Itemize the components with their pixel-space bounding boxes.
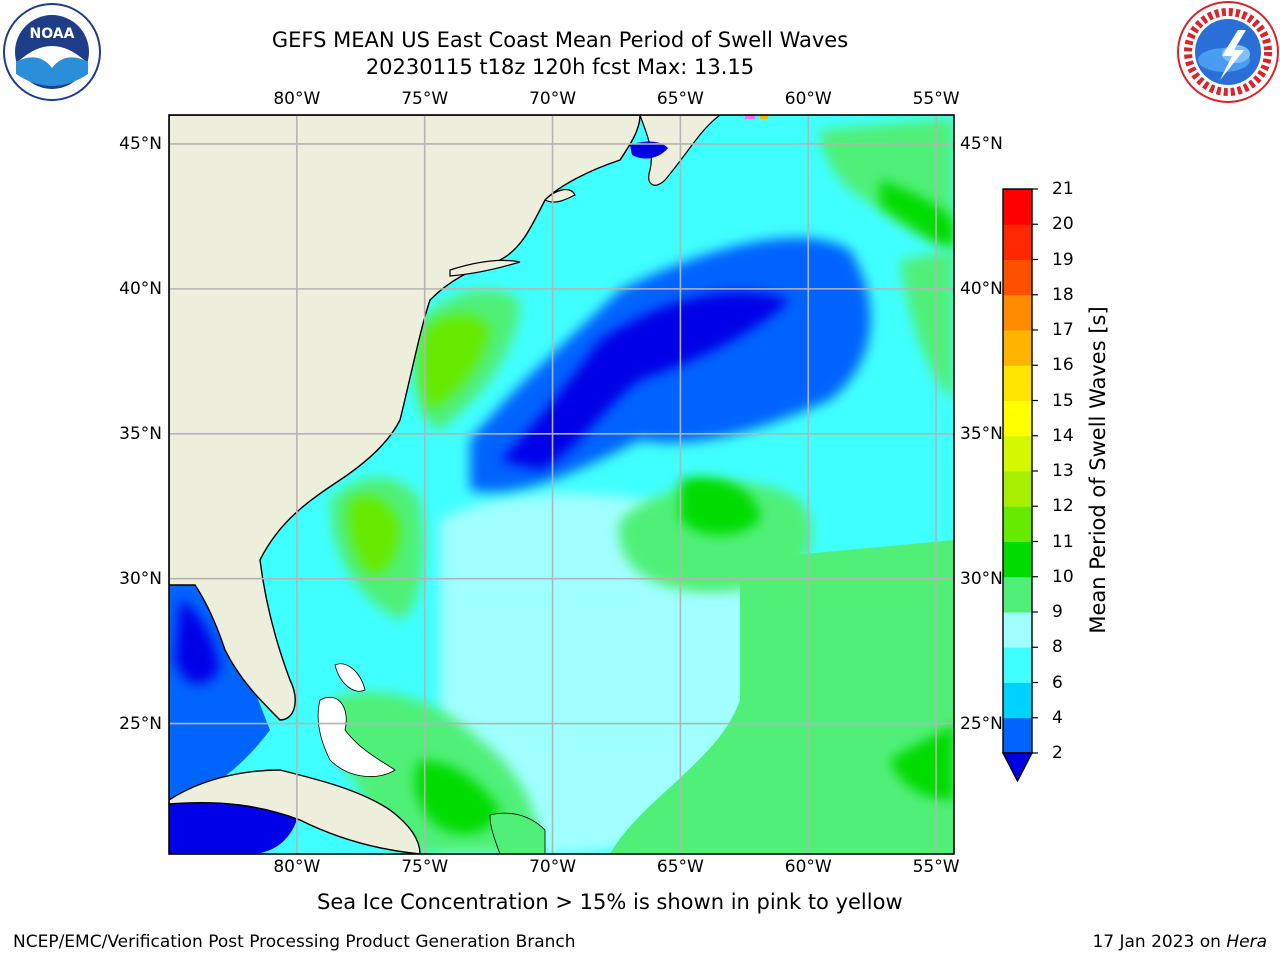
colorbar-extend-min xyxy=(1001,752,1034,783)
colorbar-tick-label: 17 xyxy=(1052,320,1074,340)
colorbar-segment xyxy=(1003,224,1032,260)
colorbar-tick-label: 21 xyxy=(1052,179,1074,199)
colorbar-tick-label: 9 xyxy=(1052,602,1063,622)
lon-label-top: 80°W xyxy=(273,89,321,109)
lon-label-bottom: 75°W xyxy=(401,857,449,877)
region-caribbean-deep-blue xyxy=(169,800,300,854)
gridlines xyxy=(169,115,954,854)
colorbar-tick-label: 12 xyxy=(1052,496,1074,517)
colorbar-segment xyxy=(1003,259,1032,296)
lon-label-top: 55°W xyxy=(912,89,960,109)
region-carolina-lime xyxy=(348,496,400,574)
chart-title: GEFS MEAN US East Coast Mean Period of S… xyxy=(271,28,849,52)
map-frame xyxy=(168,114,955,855)
colorbar-segment xyxy=(1003,541,1032,578)
region-10-11s-center xyxy=(680,477,760,535)
region-2s-deep-blue xyxy=(500,292,790,470)
colorbar-segment xyxy=(1003,717,1032,754)
colorbar-segment xyxy=(1003,682,1032,719)
colorbar-tick-label: 19 xyxy=(1052,249,1074,270)
footer-date: 17 Jan 2023 on Hera xyxy=(1092,932,1267,952)
colorbar-tick-label: 18 xyxy=(1052,284,1074,305)
colorbar-segment xyxy=(1003,576,1032,613)
colorbar-tick-label: 2 xyxy=(1052,743,1063,763)
lon-label-top: 75°W xyxy=(401,89,449,109)
colorbar-tick-label: 14 xyxy=(1052,425,1074,446)
colorbar-segment xyxy=(1003,330,1032,366)
lat-label-left: 40°N xyxy=(119,278,162,299)
land-long-island xyxy=(449,259,521,277)
lon-label-top: 60°W xyxy=(784,89,832,109)
region-9-10s-center xyxy=(619,482,812,593)
colorbar-tick-label: 11 xyxy=(1052,531,1074,552)
land-cuba xyxy=(169,769,421,854)
colorbar-segment xyxy=(1003,365,1032,401)
sea-ice-marker-2 xyxy=(760,115,768,119)
colorbar-tick-label: 13 xyxy=(1052,461,1074,481)
lon-label-bottom: 55°W xyxy=(912,857,960,877)
colorbar-tick-label: 15 xyxy=(1052,390,1074,411)
map-field xyxy=(169,115,954,854)
chart-subtitle: 20230115 t18z 120h fcst Max: 13.15 xyxy=(365,55,755,79)
colorbar-tick-label: 8 xyxy=(1052,637,1063,658)
lat-label-left: 30°N xyxy=(119,568,162,589)
lat-label-left: 45°N xyxy=(119,133,162,154)
region-bahamas-deep-green xyxy=(414,760,500,834)
colorbar xyxy=(1001,188,1038,783)
region-e-green xyxy=(900,250,954,400)
colorbar-tick-label: 20 xyxy=(1052,214,1074,235)
lon-label-bottom: 80°W xyxy=(273,857,321,877)
lat-label-right: 35°N xyxy=(960,423,1003,444)
lon-label-bottom: 60°W xyxy=(784,857,832,877)
sea-ice-note: Sea Ice Concentration > 15% is shown in … xyxy=(317,890,903,914)
nws-logo xyxy=(1177,1,1279,103)
lon-label-top: 65°W xyxy=(656,89,704,109)
lat-label-right: 30°N xyxy=(960,568,1003,589)
lon-label-top: 70°W xyxy=(529,89,577,109)
lat-label-right: 25°N xyxy=(960,713,1003,734)
colorbar-tick-label: 10 xyxy=(1052,566,1074,587)
colorbar-tick-label: 6 xyxy=(1052,672,1063,693)
land-grand-bahama xyxy=(334,663,366,692)
sea-ice-marker xyxy=(745,115,755,119)
land-bahamas-bank xyxy=(317,697,396,777)
colorbar-segment xyxy=(1003,189,1032,225)
lat-label-left: 25°N xyxy=(119,713,162,734)
lat-label-right: 40°N xyxy=(960,278,1003,299)
noaa-logo: NOAA xyxy=(3,3,101,101)
lon-label-bottom: 65°W xyxy=(656,857,704,877)
footer-credit: NCEP/EMC/Verification Post Processing Pr… xyxy=(13,932,576,952)
colorbar-tick-label: 16 xyxy=(1052,355,1074,376)
land-hispaniola-edge xyxy=(489,812,546,854)
region-se-green xyxy=(890,720,954,800)
colorbar-segment xyxy=(1003,435,1032,472)
footer-host: Hera xyxy=(1226,932,1267,952)
colorbar-label: Mean Period of Swell Waves [s] xyxy=(1086,306,1110,634)
colorbar-segment xyxy=(1003,506,1032,542)
region-9-10s-east xyxy=(610,540,954,854)
region-gulf-deep-blue xyxy=(175,600,220,684)
colorbar-tick-label: 4 xyxy=(1052,707,1063,728)
colorbar-segment xyxy=(1003,647,1032,683)
region-fundy-blue xyxy=(630,141,668,159)
lat-label-right: 45°N xyxy=(960,133,1003,154)
colorbar-segment xyxy=(1003,400,1032,437)
colorbar-segment xyxy=(1003,471,1032,507)
lat-label-left: 35°N xyxy=(119,423,162,444)
colorbar-segment xyxy=(1003,294,1032,331)
lon-label-bottom: 70°W xyxy=(529,857,577,877)
footer-date-text: 17 Jan 2023 on xyxy=(1092,932,1227,952)
colorbar-segment xyxy=(1003,612,1032,648)
region-midatlantic-lime xyxy=(420,315,490,410)
noaa-logo-text: NOAA xyxy=(30,26,75,42)
